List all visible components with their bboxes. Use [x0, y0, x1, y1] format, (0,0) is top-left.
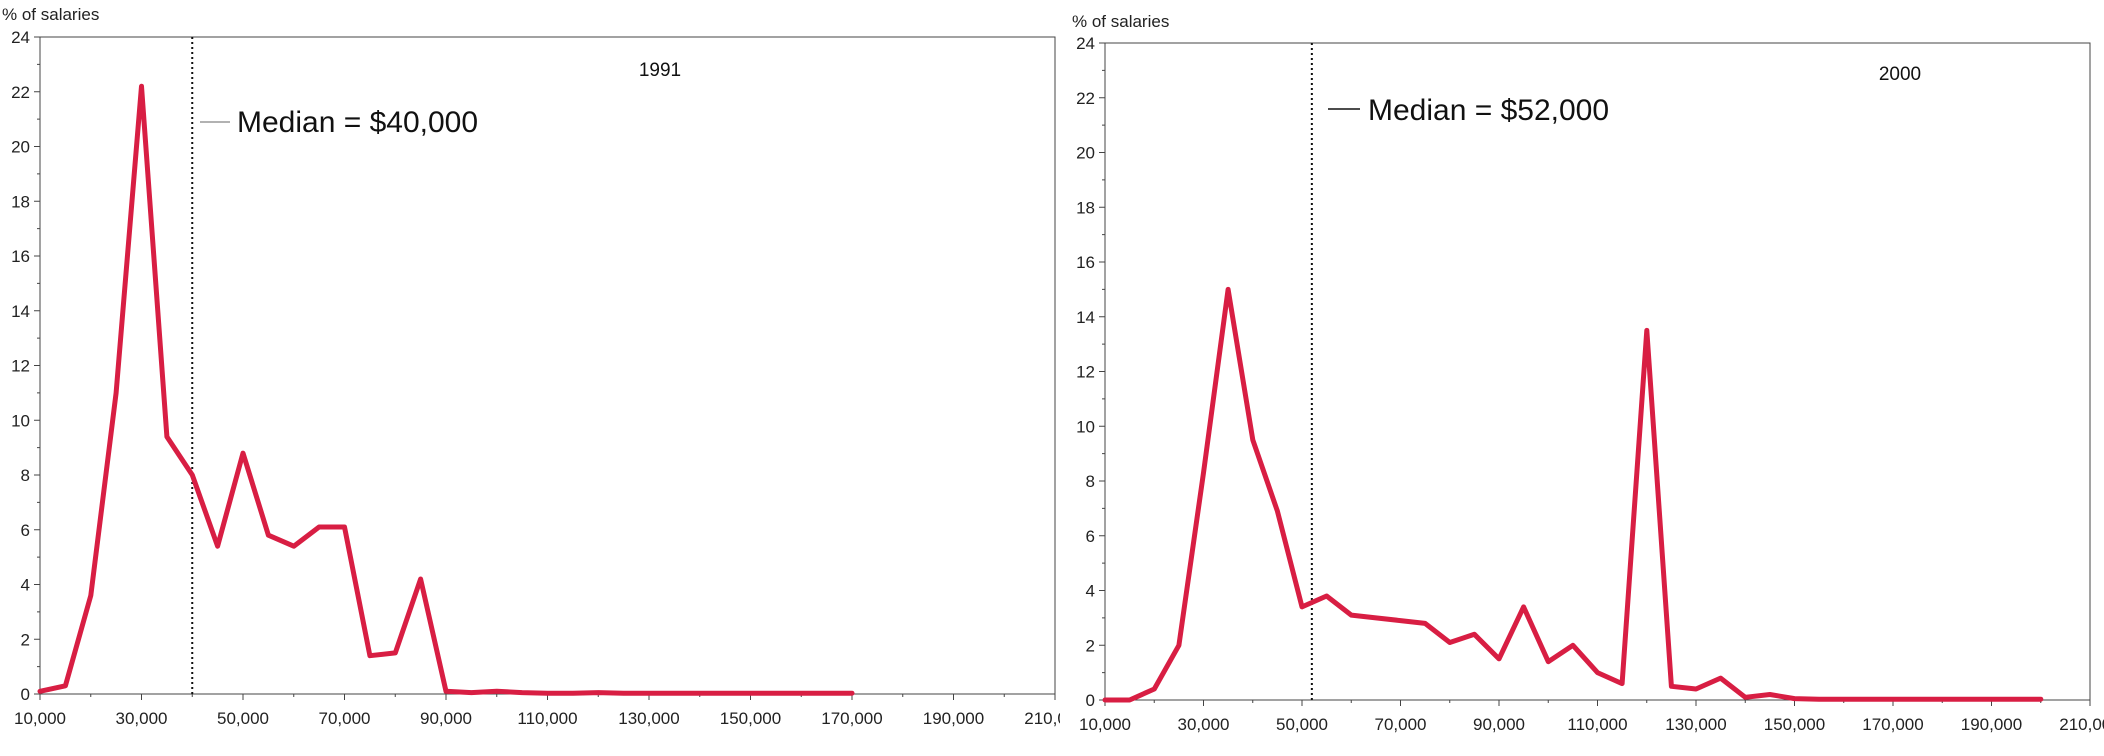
x-tick-label: 50,000	[1276, 715, 1328, 734]
x-tick-label: 90,000	[420, 709, 472, 728]
y-tick-label: 6	[1086, 527, 1095, 546]
y-tick-label: 8	[1086, 472, 1095, 491]
y-tick-label: 4	[1086, 582, 1095, 601]
y-tick-label: 22	[1076, 89, 1095, 108]
y-tick-label: 2	[21, 630, 30, 649]
x-tick-label: 190,000	[1961, 715, 2022, 734]
x-tick-label: 10,000	[14, 709, 66, 728]
y-tick-label: 12	[1076, 363, 1095, 382]
x-tick-label: 150,000	[720, 709, 781, 728]
y-tick-label: 4	[21, 576, 30, 595]
median-label: Median = $52,000	[1368, 94, 1609, 127]
y-tick-label: 10	[11, 411, 30, 430]
y-tick-label: 24	[11, 28, 30, 47]
y-tick-label: 20	[1076, 144, 1095, 163]
salary-distribution-line	[1102, 286, 2044, 703]
x-tick-label: 110,000	[1567, 715, 1627, 734]
x-tick-label: 170,000	[821, 709, 882, 728]
x-tick-label: 190,000	[923, 709, 984, 728]
x-tick-label: 30,000	[116, 709, 168, 728]
chart-2000: % of salaries02468101214161820222410,000…	[1072, 12, 2104, 734]
x-tick-label: 70,000	[319, 709, 371, 728]
chart-panel-2000: % of salaries 0 2 4 6 8 10 12 14 16 18 20 22 24 10,000…	[1060, 0, 2104, 756]
x-tick-label: 130,000	[618, 709, 679, 728]
x-tick-label: 210,000	[1024, 709, 1060, 728]
x-tick-label: 30,000	[1178, 715, 1230, 734]
chart-title: 1991	[639, 60, 681, 81]
x-tick-label: 210,000	[2059, 715, 2104, 734]
y-tick-label: 0	[1086, 691, 1095, 710]
x-tick-label: 90,000	[1473, 715, 1525, 734]
y-tick-label: 20	[11, 138, 30, 157]
y-tick-label: 14	[11, 302, 30, 321]
x-tick-label: 170,000	[1862, 715, 1923, 734]
y-tick-label: 10	[1076, 417, 1095, 436]
plot-frame	[39, 36, 1056, 695]
chart-panel-1991: % of salaries 0 2 4 6 8 10 12 14 16 18 20 22 24 10,000…	[2, 5, 1060, 728]
salary-distribution-line	[37, 83, 855, 696]
y-tick-label: 2	[1086, 636, 1095, 655]
y-tick-label: 14	[1076, 308, 1095, 327]
y-axis-label: % of salaries	[2, 5, 99, 24]
y-tick-label: 12	[11, 357, 30, 376]
y-tick-label: 18	[1076, 198, 1095, 217]
chart-title: 2000	[1879, 64, 1921, 85]
y-tick-label: 6	[21, 521, 30, 540]
y-tick-label: 24	[1076, 34, 1095, 53]
y-tick-label: 8	[21, 466, 30, 485]
plot-frame	[1104, 42, 2091, 701]
y-tick-label: 16	[11, 247, 30, 266]
y-tick-label: 0	[21, 685, 30, 704]
median-label: Median = $40,000	[237, 106, 478, 139]
y-tick-label: 22	[11, 83, 30, 102]
x-tick-label: 110,000	[517, 709, 577, 728]
y-axis-label: % of salaries	[1072, 12, 1169, 31]
x-tick-label: 50,000	[217, 709, 269, 728]
y-tick-label: 18	[11, 192, 30, 211]
x-tick-label: 70,000	[1375, 715, 1427, 734]
chart-1991: % of salaries02468101214161820222410,000…	[2, 5, 1060, 728]
x-tick-label: 130,000	[1665, 715, 1726, 734]
x-tick-label: 150,000	[1764, 715, 1825, 734]
x-tick-label: 10,000	[1079, 715, 1131, 734]
y-tick-label: 16	[1076, 253, 1095, 272]
